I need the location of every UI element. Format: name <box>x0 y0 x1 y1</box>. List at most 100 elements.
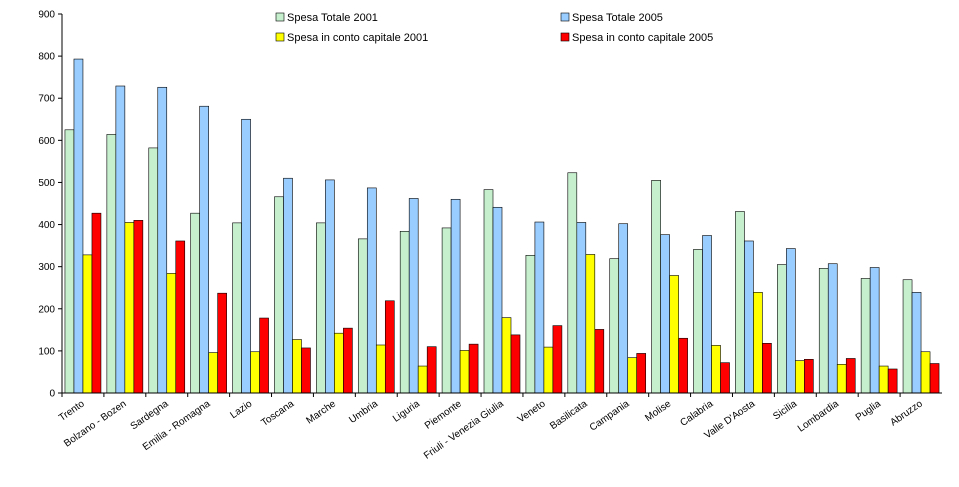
y-tick-label: 700 <box>38 94 55 105</box>
bar-spesa-totale-2001-campania <box>609 258 620 394</box>
bar-spesa-in-conto-capitale-2005-veneto <box>552 325 563 394</box>
bar-spesa-in-conto-capitale-2005-liguria <box>426 346 437 394</box>
bar-spesa-totale-2005-lombardia <box>827 263 838 394</box>
bar-spesa-totale-2005-valle-d-aosta <box>744 240 754 394</box>
x-category-label-abruzzo: Abruzzo <box>888 398 925 428</box>
legend-label-spesa-totale-2001: Spesa Totale 2001 <box>287 12 378 24</box>
y-tick-label: 100 <box>38 346 55 357</box>
bar-spesa-in-conto-capitale-2001-trento <box>82 254 93 394</box>
bar-spesa-in-conto-capitale-2001-umbria <box>375 344 386 394</box>
bar-spesa-totale-2005-bolzano-bozen <box>115 85 126 394</box>
bars-layer <box>64 58 940 394</box>
bar-spesa-totale-2005-puglia <box>869 267 880 394</box>
bar-spesa-totale-2001-friuli-venezia-giulia <box>483 189 494 394</box>
bar-spesa-totale-2005-molise <box>660 234 670 394</box>
bar-spesa-in-conto-capitale-2001-basilicata <box>585 254 596 394</box>
bar-spesa-totale-2001-sardegna <box>148 147 159 394</box>
bar-spesa-in-conto-capitale-2001-sicilia <box>795 360 805 394</box>
bar-spesa-in-conto-capitale-2005-bolzano-bozen <box>133 220 144 394</box>
bar-spesa-totale-2005-lazio <box>241 118 251 394</box>
bar-spesa-in-conto-capitale-2001-sardegna <box>166 273 177 394</box>
bar-spesa-in-conto-capitale-2001-friuli-venezia-giulia <box>501 317 512 394</box>
x-category-label-basilicata: Basilicata <box>548 398 590 432</box>
x-category-label-campania: Campania <box>588 398 632 433</box>
bar-spesa-totale-2001-basilicata <box>567 172 578 394</box>
bar-spesa-in-conto-capitale-2001-toscana <box>292 339 302 394</box>
x-category-label-liguria: Liguria <box>391 398 422 424</box>
legend-swatch-spesa-totale-2005 <box>560 12 570 22</box>
bar-spesa-in-conto-capitale-2005-umbria <box>384 300 395 394</box>
legend-label-spesa-conto-capitale-2001: Spesa in conto capitale 2001 <box>287 32 428 44</box>
bar-spesa-totale-2001-lazio <box>232 222 242 394</box>
bar-spesa-totale-2005-basilicata <box>576 222 587 394</box>
bar-spesa-totale-2001-trento <box>64 129 75 394</box>
y-tick-label: 400 <box>38 220 55 231</box>
bar-spesa-totale-2001-puglia <box>860 278 871 394</box>
bar-spesa-in-conto-capitale-2001-emilia-romagna <box>208 352 218 394</box>
bar-spesa-in-conto-capitale-2001-valle-d-aosta <box>753 292 763 394</box>
bar-spesa-in-conto-capitale-2005-trento <box>91 212 102 394</box>
bar-spesa-totale-2001-veneto <box>525 254 536 394</box>
bar-spesa-totale-2001-emilia-romagna <box>190 212 200 394</box>
bar-spesa-in-conto-capitale-2005-marche <box>343 327 353 394</box>
x-category-label-toscana: Toscana <box>259 398 296 429</box>
bar-spesa-totale-2001-molise <box>651 180 661 394</box>
x-category-label-friuli-venezia-giulia: Friuli - Venezia Giulia <box>422 398 506 461</box>
y-tick-label: 900 <box>38 10 55 21</box>
x-category-label-calabria: Calabria <box>678 398 715 429</box>
y-tick-label: 500 <box>38 178 55 189</box>
bar-spesa-totale-2001-marche <box>316 222 326 394</box>
y-axis-ticks: 0 100 200 300 400 500 600 700 800 900 <box>38 10 62 400</box>
bar-spesa-in-conto-capitale-2001-bolzano-bozen <box>124 222 135 394</box>
bar-spesa-in-conto-capitale-2005-sicilia <box>804 359 814 394</box>
x-category-label-lazio: Lazio <box>228 398 254 421</box>
bar-spesa-totale-2005-sardegna <box>157 86 168 394</box>
x-category-label-umbria: Umbria <box>347 398 380 426</box>
bar-spesa-totale-2005-piemonte <box>450 198 461 394</box>
bar-spesa-in-conto-capitale-2005-abruzzo <box>929 363 940 394</box>
bar-spesa-in-conto-capitale-2005-toscana <box>301 347 311 394</box>
bar-spesa-in-conto-capitale-2005-piemonte <box>468 343 479 394</box>
bar-spesa-in-conto-capitale-2001-lombardia <box>836 364 847 394</box>
x-category-label-lombardia: Lombardia <box>796 398 841 434</box>
x-category-label-molise: Molise <box>643 398 673 424</box>
bar-spesa-in-conto-capitale-2001-molise <box>669 275 679 394</box>
x-category-label-veneto: Veneto <box>516 398 548 425</box>
bar-spesa-totale-2005-veneto <box>534 221 545 394</box>
bar-spesa-in-conto-capitale-2005-molise <box>678 337 688 394</box>
legend-swatch-spesa-totale-2001 <box>275 12 285 22</box>
y-tick-label: 300 <box>38 262 55 273</box>
bar-spesa-in-conto-capitale-2005-friuli-venezia-giulia <box>510 334 521 394</box>
bar-spesa-in-conto-capitale-2001-veneto <box>543 346 554 394</box>
bar-spesa-totale-2001-bolzano-bozen <box>106 134 117 394</box>
bar-spesa-in-conto-capitale-2005-lazio <box>259 317 269 394</box>
legend: Spesa Totale 2001 Spesa Totale 2005 Spes… <box>275 12 713 44</box>
bar-spesa-in-conto-capitale-2005-puglia <box>887 368 898 394</box>
legend-swatch-spesa-conto-capitale-2005 <box>560 32 570 42</box>
bar-spesa-totale-2005-campania <box>618 223 629 394</box>
bar-spesa-in-conto-capitale-2005-sardegna <box>175 240 186 394</box>
bar-spesa-in-conto-capitale-2005-basilicata <box>594 329 605 394</box>
x-category-label-sicilia: Sicilia <box>771 398 799 422</box>
legend-swatch-spesa-conto-capitale-2001 <box>275 32 285 42</box>
bar-spesa-totale-2005-calabria <box>702 235 712 394</box>
bar-spesa-in-conto-capitale-2001-campania <box>627 357 638 394</box>
bar-spesa-totale-2001-abruzzo <box>902 279 913 394</box>
bar-spesa-in-conto-capitale-2001-liguria <box>417 365 428 394</box>
bar-spesa-totale-2005-trento <box>73 58 84 394</box>
bar-spesa-in-conto-capitale-2001-marche <box>334 332 344 394</box>
bar-spesa-in-conto-capitale-2001-calabria <box>711 345 721 394</box>
bar-spesa-in-conto-capitale-2001-lazio <box>250 351 260 394</box>
y-tick-label: 200 <box>38 304 55 315</box>
bar-spesa-totale-2005-toscana <box>283 177 293 394</box>
bar-spesa-in-conto-capitale-2001-abruzzo <box>920 351 931 394</box>
y-tick-label: 800 <box>38 52 55 63</box>
bar-spesa-in-conto-capitale-2001-puglia <box>878 365 889 394</box>
bar-spesa-totale-2005-umbria <box>366 187 377 394</box>
legend-label-spesa-conto-capitale-2005: Spesa in conto capitale 2005 <box>572 32 713 44</box>
bar-spesa-totale-2001-calabria <box>693 249 703 394</box>
y-tick-label: 0 <box>49 389 55 400</box>
bar-spesa-totale-2005-marche <box>325 179 335 394</box>
